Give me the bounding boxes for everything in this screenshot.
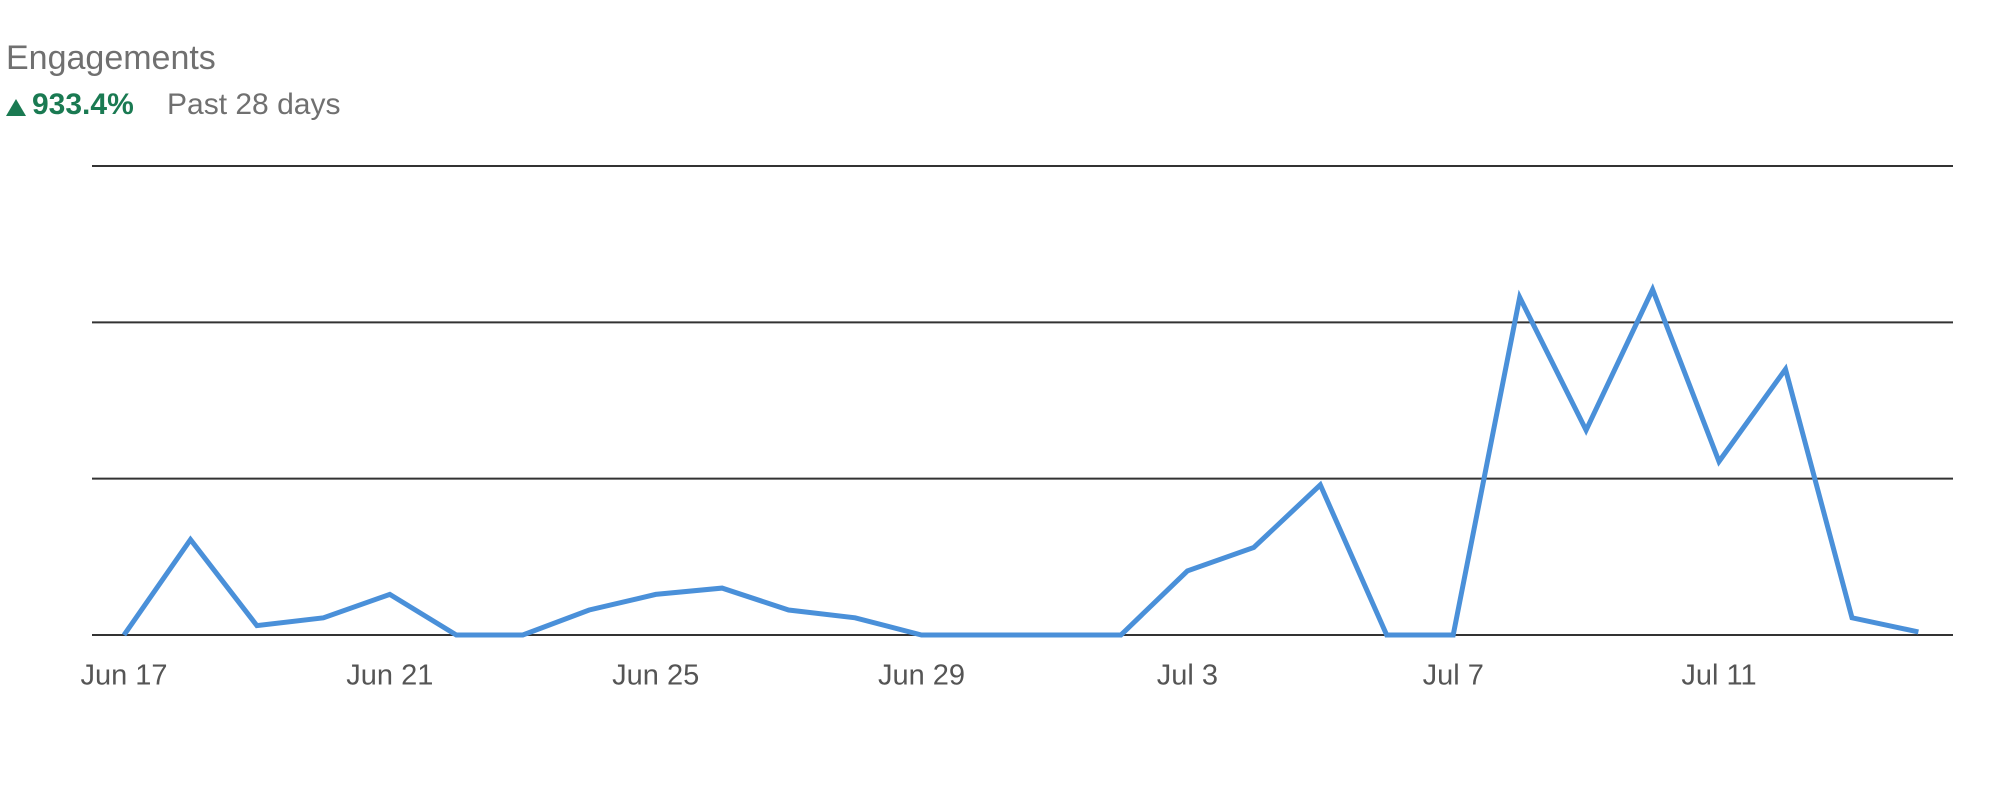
x-tick-label: Jun 25 bbox=[612, 660, 699, 692]
change-value: 933.4% bbox=[32, 88, 134, 121]
x-tick-label: Jun 17 bbox=[80, 660, 167, 692]
x-tick-label: Jul 7 bbox=[1423, 660, 1484, 692]
period-label: Past 28 days bbox=[167, 88, 340, 121]
x-tick-label: Jun 29 bbox=[878, 660, 965, 692]
chart-title: Engagements bbox=[6, 39, 216, 77]
x-tick-label: Jul 3 bbox=[1157, 660, 1218, 692]
x-tick-label: Jun 21 bbox=[346, 660, 433, 692]
up-arrow-icon bbox=[6, 99, 26, 116]
data-line bbox=[121, 283, 1919, 638]
x-tick-label: Jul 11 bbox=[1681, 660, 1756, 692]
